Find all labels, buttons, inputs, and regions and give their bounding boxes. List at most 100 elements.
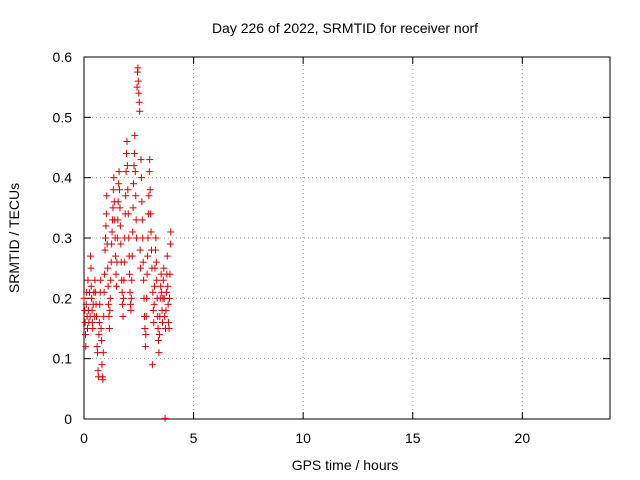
data-point bbox=[80, 294, 88, 302]
data-point bbox=[131, 131, 139, 139]
data-point bbox=[128, 276, 136, 284]
data-point bbox=[126, 300, 134, 308]
data-point bbox=[165, 294, 173, 302]
data-point bbox=[155, 337, 163, 345]
data-point bbox=[151, 246, 159, 254]
grid bbox=[84, 57, 610, 419]
data-point bbox=[106, 306, 114, 314]
data-point bbox=[151, 282, 159, 290]
x-tick-label: 20 bbox=[515, 430, 531, 446]
data-point bbox=[146, 186, 154, 194]
data-point bbox=[103, 192, 111, 200]
data-point bbox=[112, 270, 120, 278]
y-tick-label: 0 bbox=[64, 411, 72, 427]
data-point bbox=[98, 361, 106, 369]
data-point bbox=[129, 204, 137, 212]
data-point bbox=[142, 331, 150, 339]
data-point bbox=[87, 282, 95, 290]
data-point bbox=[162, 306, 170, 314]
data-point bbox=[106, 294, 114, 302]
data-point bbox=[112, 282, 120, 290]
data-point bbox=[144, 234, 152, 242]
data-point bbox=[84, 276, 92, 284]
data-point bbox=[144, 252, 152, 260]
data-point bbox=[136, 246, 144, 254]
data-point bbox=[133, 234, 141, 242]
y-tick-label: 0.1 bbox=[53, 351, 73, 367]
data-point bbox=[95, 331, 103, 339]
x-axis-label: GPS time / hours bbox=[292, 457, 399, 473]
scatter-points bbox=[80, 64, 175, 422]
data-point bbox=[82, 331, 90, 339]
data-point bbox=[89, 325, 97, 332]
data-point bbox=[149, 306, 157, 314]
data-point bbox=[137, 264, 145, 272]
data-point bbox=[109, 204, 117, 212]
data-point bbox=[138, 198, 146, 206]
data-point bbox=[153, 276, 161, 284]
data-point bbox=[134, 77, 142, 85]
data-point bbox=[87, 252, 95, 260]
data-point bbox=[122, 192, 130, 200]
data-point bbox=[139, 258, 147, 266]
data-point bbox=[114, 198, 122, 206]
data-point bbox=[158, 318, 166, 326]
x-tick-label: 15 bbox=[405, 430, 421, 446]
plot-frame bbox=[83, 56, 611, 420]
data-point bbox=[101, 270, 109, 278]
data-point bbox=[159, 276, 167, 284]
data-point bbox=[141, 343, 149, 351]
data-point bbox=[162, 288, 170, 296]
data-point bbox=[98, 337, 106, 345]
data-point bbox=[164, 300, 172, 308]
data-point bbox=[166, 240, 174, 248]
y-tick-label: 0.2 bbox=[53, 290, 73, 306]
data-point bbox=[143, 270, 151, 278]
data-point bbox=[124, 210, 132, 218]
data-point bbox=[150, 318, 158, 326]
data-point bbox=[101, 234, 109, 242]
data-point bbox=[105, 325, 113, 332]
data-point bbox=[97, 276, 105, 284]
data-point bbox=[112, 252, 120, 260]
data-point bbox=[94, 367, 102, 375]
data-point bbox=[97, 325, 105, 332]
data-point bbox=[167, 228, 175, 236]
data-point bbox=[82, 343, 90, 351]
data-point bbox=[129, 228, 137, 236]
data-point bbox=[147, 210, 155, 218]
data-point bbox=[92, 312, 100, 320]
data-point bbox=[115, 180, 123, 188]
data-point bbox=[126, 288, 134, 296]
data-point bbox=[102, 222, 110, 230]
data-point bbox=[116, 186, 124, 194]
data-point bbox=[165, 325, 173, 332]
data-point bbox=[150, 300, 158, 308]
data-point bbox=[125, 234, 133, 242]
data-point bbox=[137, 156, 145, 164]
data-point bbox=[152, 258, 160, 266]
data-point bbox=[116, 204, 124, 212]
data-point bbox=[161, 312, 169, 320]
data-point bbox=[124, 186, 132, 194]
data-point bbox=[99, 349, 107, 357]
data-point bbox=[135, 98, 143, 106]
y-tick-label: 0.3 bbox=[53, 230, 73, 246]
data-point bbox=[130, 162, 138, 170]
data-point bbox=[101, 246, 109, 254]
data-point bbox=[146, 156, 154, 164]
data-point bbox=[136, 107, 144, 115]
data-point bbox=[145, 192, 153, 200]
data-point bbox=[88, 294, 96, 302]
data-point bbox=[132, 192, 140, 200]
data-point bbox=[164, 282, 172, 290]
data-point bbox=[102, 210, 110, 218]
axis-ticks: 0 0.1 0.2 0.3 0.4 0.5 0.6 0 5 10 15 20 bbox=[53, 49, 610, 446]
data-point bbox=[138, 216, 146, 224]
y-tick-label: 0.5 bbox=[53, 109, 73, 125]
data-point bbox=[120, 258, 128, 266]
data-point bbox=[96, 300, 104, 308]
data-point bbox=[104, 264, 112, 272]
data-point bbox=[119, 312, 127, 320]
data-point bbox=[119, 294, 127, 302]
